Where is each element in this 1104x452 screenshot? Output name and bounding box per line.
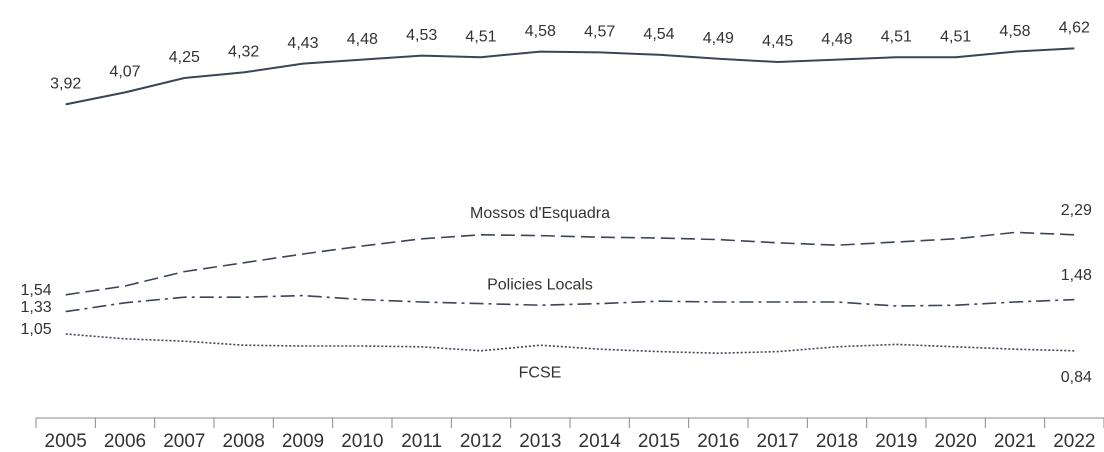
x-tick-label: 2012: [460, 431, 502, 452]
value-label: 4,43: [287, 35, 318, 52]
x-tick-label: 2010: [341, 431, 383, 452]
series-label: Mossos d'Esquadra: [470, 205, 610, 222]
value-label: 4,51: [881, 28, 912, 45]
value-label: 4,57: [584, 24, 615, 41]
x-tick-label: 2018: [816, 431, 858, 452]
value-label: 4,54: [643, 26, 674, 43]
x-tick-label: 2021: [994, 431, 1036, 452]
value-label: 4,45: [762, 33, 793, 50]
x-tick-label: 2005: [45, 431, 87, 452]
value-label: 4,48: [821, 31, 852, 48]
series-line: [65, 333, 1075, 355]
value-label: 4,07: [109, 64, 140, 81]
x-tick-label: 2022: [1053, 431, 1095, 452]
value-label: 1,33: [21, 299, 52, 316]
x-tick-label: 2013: [519, 431, 561, 452]
series-line: [65, 294, 1075, 313]
x-tick-label: 2009: [282, 431, 324, 452]
value-label: 4,58: [525, 23, 556, 40]
x-tick-label: 2011: [401, 431, 442, 452]
x-tick-label: 2007: [163, 431, 205, 452]
series-label: Policies Locals: [487, 276, 593, 293]
value-label: 4,25: [169, 49, 200, 66]
x-tick-label: 2019: [875, 431, 917, 452]
series-line: [65, 47, 1075, 106]
x-tick-label: 2006: [104, 431, 146, 452]
value-label: 1,05: [21, 321, 52, 338]
series-line: [65, 231, 1075, 296]
value-label: 4,51: [465, 28, 496, 45]
x-tick-label: 2015: [638, 431, 680, 452]
value-label: 0,84: [1061, 369, 1092, 386]
value-label: 1,48: [1061, 267, 1092, 284]
x-tick-label: 2008: [223, 431, 265, 452]
value-label: 4,49: [703, 30, 734, 47]
value-label: 4,53: [406, 27, 437, 44]
value-label: 2,29: [1061, 202, 1092, 219]
value-label: 4,62: [1059, 20, 1090, 37]
value-label: 4,58: [999, 23, 1030, 40]
x-tick-label: 2020: [935, 431, 977, 452]
series-label: FCSE: [519, 364, 562, 381]
value-label: 4,51: [940, 28, 971, 45]
value-label: 3,92: [50, 76, 81, 93]
value-label: 1,54: [21, 282, 52, 299]
x-tick-label: 2017: [757, 431, 799, 452]
value-label: 4,48: [347, 31, 378, 48]
x-tick-label: 2014: [579, 431, 622, 452]
x-tick-label: 2016: [697, 431, 739, 452]
value-label: 4,32: [228, 44, 259, 61]
